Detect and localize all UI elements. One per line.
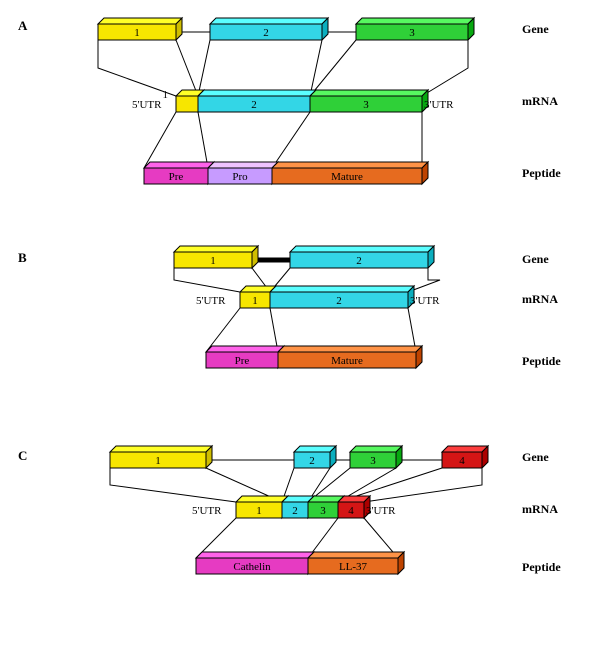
row-label-A-mrna: mRNA [522, 94, 558, 109]
svg-text:Mature: Mature [331, 171, 363, 183]
svg-text:2: 2 [292, 505, 298, 517]
svg-text:5'UTR: 5'UTR [132, 99, 162, 111]
svg-text:5'UTR: 5'UTR [192, 505, 222, 517]
row-label-A-peptide: Peptide [522, 166, 561, 181]
svg-text:2: 2 [336, 295, 342, 307]
row-label-B-gene: Gene [522, 252, 549, 267]
svg-text:LL-37: LL-37 [339, 561, 368, 573]
row-label-C-gene: Gene [522, 450, 549, 465]
svg-text:1: 1 [210, 255, 216, 267]
svg-text:3: 3 [320, 505, 326, 517]
svg-text:4: 4 [459, 455, 465, 467]
svg-text:3: 3 [363, 99, 369, 111]
svg-text:Cathelin: Cathelin [233, 561, 271, 573]
svg-text:Pre: Pre [169, 171, 184, 183]
svg-text:Pro: Pro [232, 171, 248, 183]
diagram-stage: 1 2 3 1 2 3 Pre Pro Mature 5'UTR 3'UTR 1 2 1 2 Pre Matur… [0, 0, 616, 651]
panel-label-B: B [18, 250, 27, 266]
row-label-C-peptide: Peptide [522, 560, 561, 575]
svg-text:Mature: Mature [331, 355, 363, 367]
svg-text:2: 2 [263, 27, 269, 39]
row-label-B-peptide: Peptide [522, 354, 561, 369]
svg-text:3'UTR: 3'UTR [410, 295, 440, 307]
svg-text:1: 1 [155, 455, 161, 467]
svg-text:3'UTR: 3'UTR [366, 505, 396, 517]
svg-text:5'UTR: 5'UTR [196, 295, 226, 307]
svg-text:1: 1 [163, 89, 169, 101]
row-label-C-mrna: mRNA [522, 502, 558, 517]
svg-text:1: 1 [252, 295, 258, 307]
svg-text:Pre: Pre [235, 355, 250, 367]
svg-text:2: 2 [309, 455, 315, 467]
row-label-B-mrna: mRNA [522, 292, 558, 307]
svg-text:1: 1 [256, 505, 262, 517]
svg-text:3'UTR: 3'UTR [424, 99, 454, 111]
svg-text:2: 2 [251, 99, 257, 111]
svg-text:2: 2 [356, 255, 362, 267]
svg-text:4: 4 [348, 505, 354, 517]
panel-label-A: A [18, 18, 27, 34]
row-label-A-gene: Gene [522, 22, 549, 37]
svg-text:3: 3 [370, 455, 376, 467]
svg-text:3: 3 [409, 27, 415, 39]
panel-label-C: C [18, 448, 27, 464]
svg-text:1: 1 [134, 27, 140, 39]
